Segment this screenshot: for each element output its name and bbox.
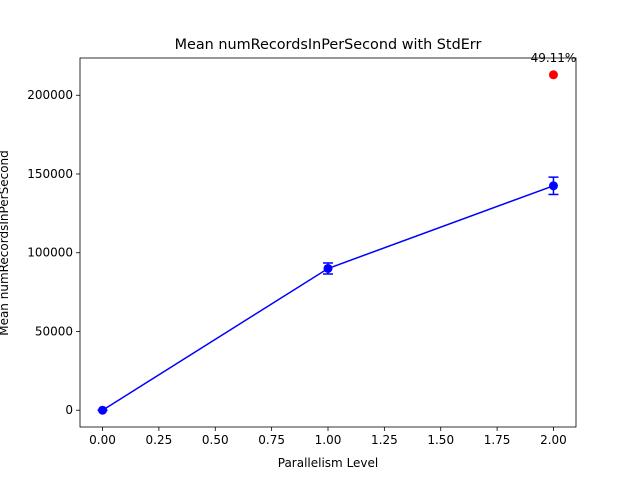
x-tick-label: 0.00	[89, 433, 116, 447]
x-tick-label: 0.50	[202, 433, 229, 447]
y-tick-label: 100000	[27, 246, 73, 260]
x-tick-label: 1.00	[315, 433, 342, 447]
x-axis-label: Parallelism Level	[278, 456, 379, 470]
y-tick-label: 0	[65, 403, 73, 417]
x-tick-label: 1.25	[371, 433, 398, 447]
data-point	[98, 405, 108, 415]
x-tick-label: 0.25	[146, 433, 173, 447]
chart-title: Mean numRecordsInPerSecond with StdErr	[175, 37, 482, 53]
data-point	[548, 181, 558, 191]
x-tick-label: 0.75	[258, 433, 285, 447]
x-tick-label: 2.00	[540, 433, 567, 447]
y-tick-label: 200000	[27, 88, 73, 102]
y-tick-label: 150000	[27, 167, 73, 181]
x-tick-label: 1.75	[484, 433, 511, 447]
axes-frame	[79, 57, 577, 428]
x-tick-label: 1.50	[427, 433, 454, 447]
highlight-point	[548, 70, 558, 80]
plot-area: 0.00 0.25 0.50 0.75 1.00 1.25 1.50 1.75 2.00 0 500…	[27, 51, 577, 447]
y-tick-label: 50000	[35, 324, 73, 338]
y-axis-label: Mean numRecordsInPerSecond	[0, 150, 11, 336]
data-point	[323, 263, 333, 273]
